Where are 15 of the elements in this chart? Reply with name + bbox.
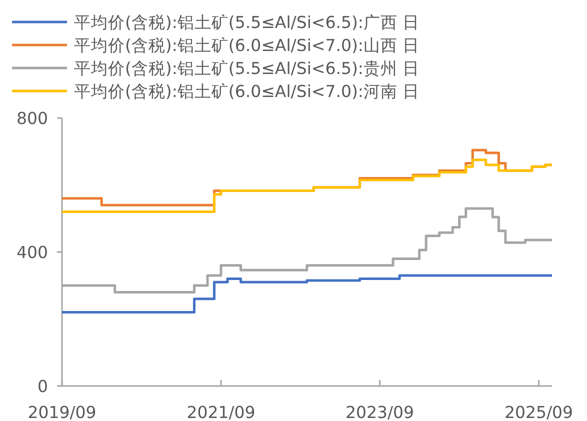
y-tick-label: 400 [16,243,48,262]
legend-label: 平均价(含税):铝土矿(6.0≤Al/Si<7.0):河南 日 [74,82,420,101]
x-tick-label: 2023/09 [345,403,414,421]
legend-label: 平均价(含税):铝土矿(5.5≤Al/Si<6.5):广西 日 [74,13,420,32]
legend-item: 平均价(含税):铝土矿(5.5≤Al/Si<6.5):广西 日 [12,13,420,32]
legend-item: 平均价(含税):铝土矿(5.5≤Al/Si<6.5):贵州 日 [12,59,420,78]
legend-item: 平均价(含税):铝土矿(6.0≤Al/Si<7.0):山西 日 [12,36,420,55]
y-tick-label: 0 [38,377,48,396]
x-tick-label: 2019/09 [28,403,96,421]
legend-label: 平均价(含税):铝土矿(5.5≤Al/Si<6.5):贵州 日 [74,59,420,78]
y-tick-label: 800 [16,109,48,128]
legend-label: 平均价(含税):铝土矿(6.0≤Al/Si<7.0):山西 日 [74,36,420,55]
legend-item: 平均价(含税):铝土矿(6.0≤Al/Si<7.0):河南 日 [12,82,420,101]
x-tick-label: 2021/09 [186,403,256,421]
x-tick-label: 2025/09 [504,403,574,421]
